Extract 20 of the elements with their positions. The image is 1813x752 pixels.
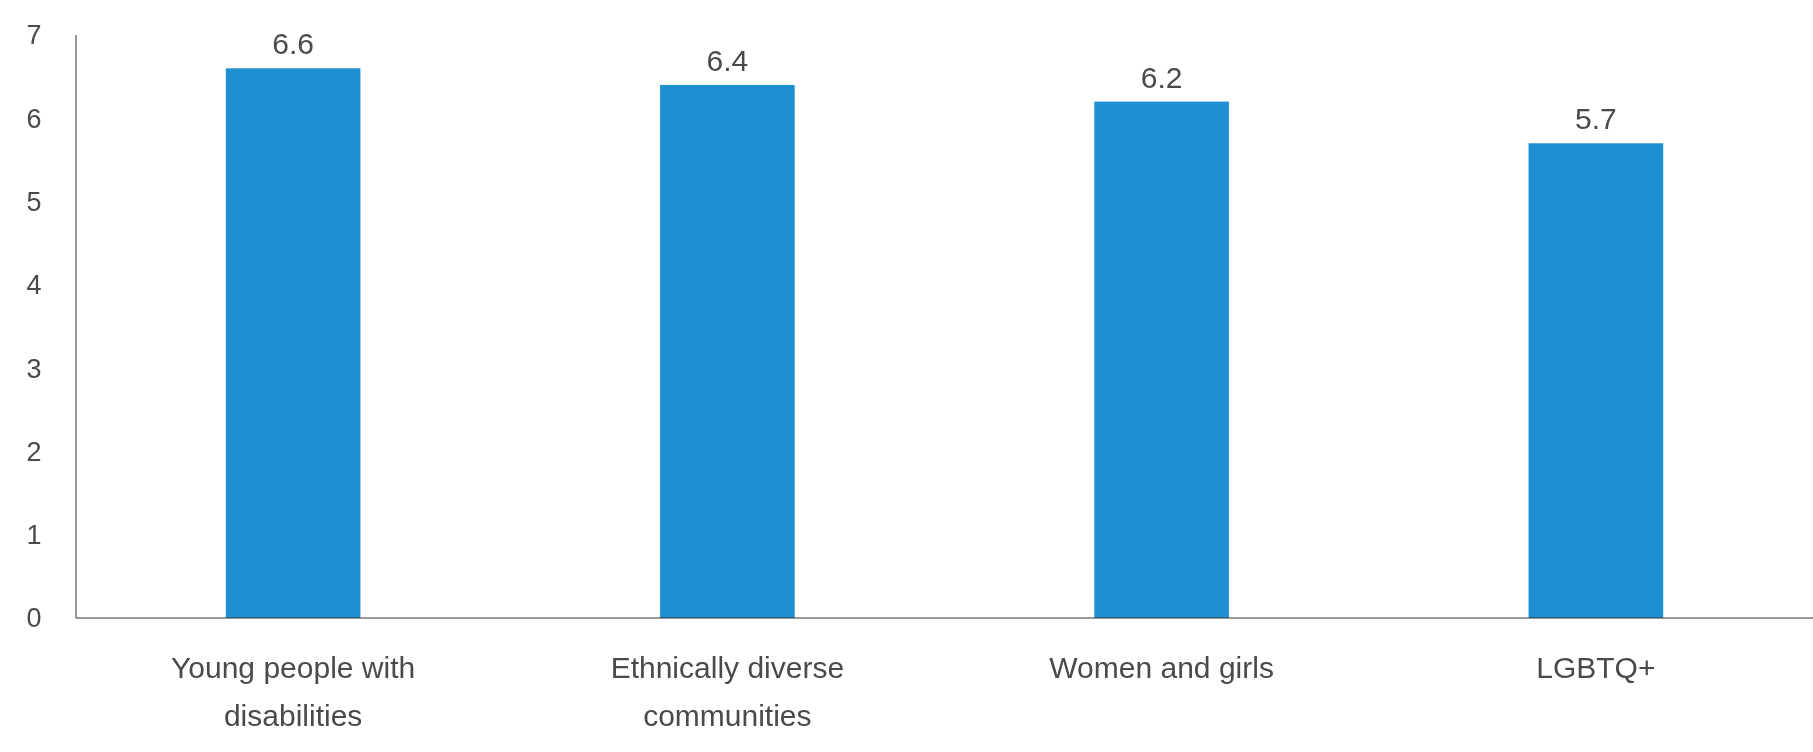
x-tick-label: Young people with disabilities [171, 651, 416, 732]
y-tick-label: 0 [26, 603, 42, 634]
data-label: 5.7 [1575, 102, 1617, 136]
bar [660, 84, 795, 618]
bar [1094, 101, 1229, 618]
data-label: 6.4 [706, 43, 749, 77]
y-tick-label: 7 [26, 20, 42, 51]
data-label: 6.6 [272, 27, 314, 61]
y-tick-label: 4 [26, 270, 42, 301]
y-tick-label: 2 [26, 436, 42, 467]
bar [1528, 143, 1664, 618]
bar [225, 68, 361, 618]
x-tick-label: Women and girls [1049, 651, 1274, 684]
y-tick-label: 6 [26, 103, 42, 134]
y-tick-label: 3 [26, 353, 42, 384]
y-tick-label: 5 [26, 187, 42, 218]
x-tick-label: LGBTQ+ [1536, 651, 1656, 684]
x-tick-label: Ethnically diverse communities [610, 651, 845, 732]
data-label: 6.2 [1140, 60, 1183, 94]
y-tick-label: 1 [26, 520, 42, 551]
